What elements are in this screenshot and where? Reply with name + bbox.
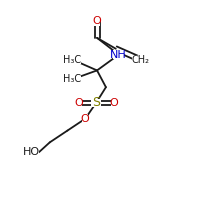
Text: H₃C: H₃C <box>63 55 81 65</box>
Text: O: O <box>74 98 83 108</box>
Text: NH: NH <box>110 50 127 60</box>
FancyBboxPatch shape <box>111 99 117 107</box>
FancyBboxPatch shape <box>23 148 39 157</box>
Text: H₃C: H₃C <box>63 74 81 84</box>
Text: CH₂: CH₂ <box>131 55 149 65</box>
FancyBboxPatch shape <box>75 99 82 107</box>
Text: HO: HO <box>22 147 40 157</box>
Text: O: O <box>109 98 118 108</box>
FancyBboxPatch shape <box>132 55 149 64</box>
FancyBboxPatch shape <box>113 50 124 59</box>
Text: O: O <box>93 16 101 26</box>
Text: S: S <box>92 96 100 109</box>
FancyBboxPatch shape <box>64 55 81 64</box>
FancyBboxPatch shape <box>64 75 81 84</box>
Text: O: O <box>81 114 90 124</box>
FancyBboxPatch shape <box>91 99 101 107</box>
FancyBboxPatch shape <box>94 17 100 26</box>
FancyBboxPatch shape <box>82 114 88 123</box>
